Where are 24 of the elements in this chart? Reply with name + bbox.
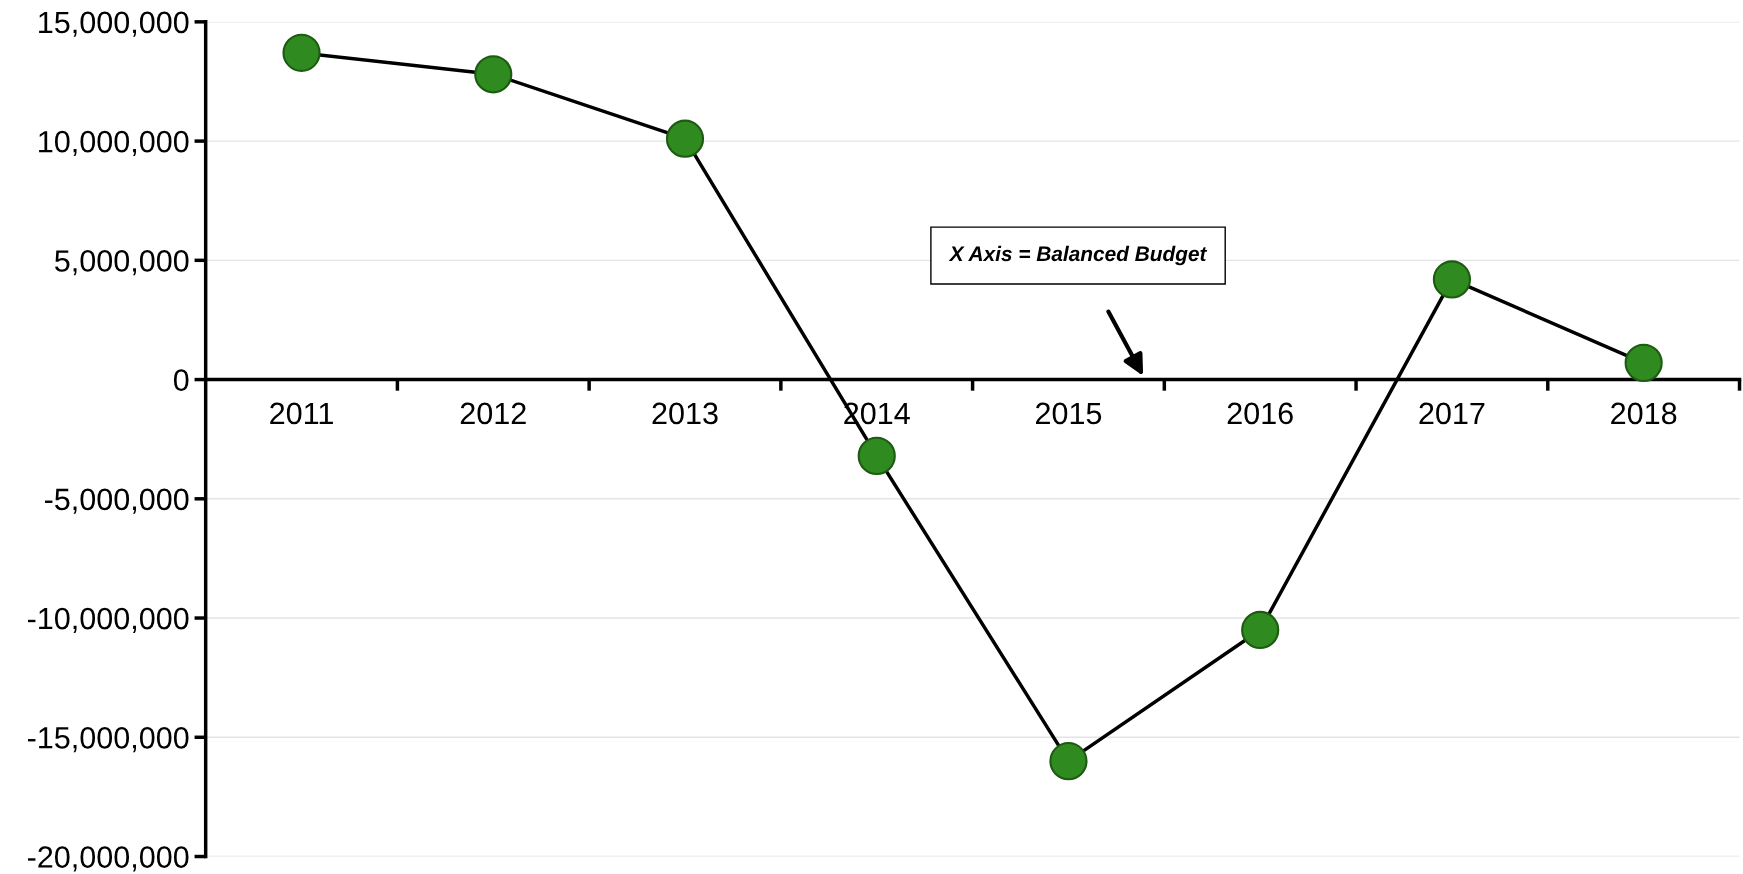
point	[665, 119, 705, 158]
point	[1049, 742, 1088, 781]
point	[1624, 343, 1663, 382]
x-tick-label: 2013	[652, 402, 718, 425]
y-tick-label: -15,000,000	[27, 727, 189, 753]
point	[474, 55, 513, 94]
x-tick-label: 2018	[1611, 402, 1677, 425]
y-tick-label: 10,000,000	[39, 130, 189, 157]
x-tick-label: 2011	[270, 402, 333, 425]
point	[282, 33, 321, 72]
y-tick-label: -5,000,000	[44, 488, 189, 514]
x-tick-label: 2017	[1419, 402, 1485, 425]
x-tick-label: 2012	[460, 402, 526, 425]
point	[1432, 260, 1472, 299]
point	[1241, 610, 1280, 650]
point	[857, 436, 896, 475]
y-tick-label: -20,000,000	[27, 846, 189, 872]
y-tick-label: -10,000,000	[27, 607, 189, 634]
x-tick-label: 2015	[1036, 402, 1102, 425]
y-tick-label: 15,000,000	[39, 11, 189, 37]
y-tick-label: 0	[173, 369, 189, 391]
x-tick-label: 2016	[1227, 402, 1293, 425]
y-tick-label: 5,000,000	[55, 250, 189, 276]
annotation: X Axis = Balanced Budget	[948, 245, 1208, 266]
